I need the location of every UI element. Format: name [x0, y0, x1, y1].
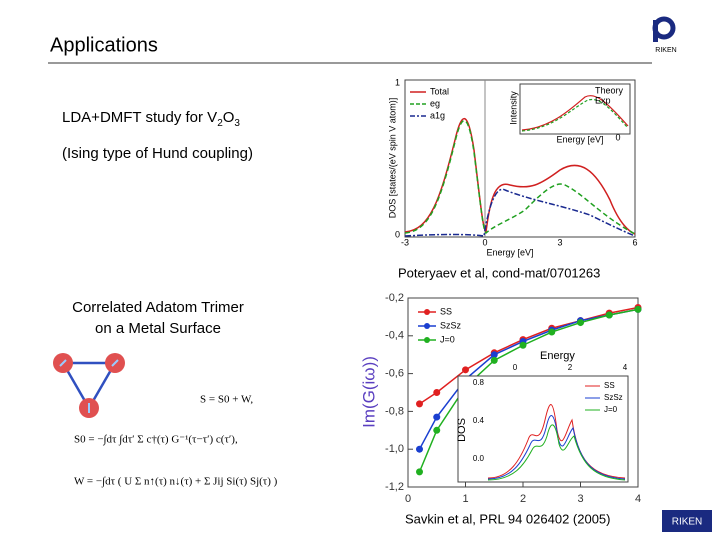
tick-label: 0 — [482, 237, 487, 247]
inset-curve — [487, 424, 626, 481]
equation: W = −∫dτ ( U Σ n↑(τ) n↓(τ) + Σ Jij Si(τ)… — [74, 476, 278, 488]
y-tick-label: -0,8 — [385, 405, 404, 417]
legend-label: Theory — [595, 85, 624, 95]
data-point — [416, 468, 423, 476]
axis-label: Intensity — [508, 91, 518, 125]
data-point — [548, 328, 556, 336]
legend-label: Exp — [595, 95, 611, 105]
legend-label: SzSz — [604, 393, 623, 402]
data-point — [433, 413, 441, 421]
tick-label: 4 — [623, 363, 628, 372]
caption: Poteryaev et al, cond-mat/0701263 — [398, 265, 600, 280]
logo: RIKEN — [652, 15, 680, 54]
legend-label: a1g — [430, 110, 445, 120]
legend-marker — [424, 337, 430, 343]
axis-label: Energy [eV] — [486, 247, 533, 257]
curve — [404, 188, 636, 237]
footer-logo — [662, 510, 712, 532]
inset — [457, 375, 629, 483]
figure-dos: DOS [states/(eV spin V atom)] Energy [eV… — [387, 77, 637, 257]
trimer-diagram — [53, 353, 125, 418]
tick-label: 0.4 — [473, 416, 485, 425]
tick-label: -3 — [401, 237, 409, 247]
inset-curve — [487, 415, 626, 480]
legend-label: eg — [430, 98, 440, 108]
data-point — [490, 356, 498, 364]
slide-title: Applications — [50, 34, 158, 56]
equation: S = S0 + W, — [200, 394, 253, 406]
data-point — [490, 351, 498, 359]
axis-label: DOS — [456, 418, 468, 442]
y-tick-label: -0,6 — [385, 368, 404, 380]
x-tick-label: 4 — [635, 493, 641, 505]
figure-green: -0,2-0,4-0,6-0,8-1,0-1,20 1 2 3 4Im(G(iω))SS… — [359, 292, 642, 505]
tick-label: 0 — [513, 363, 518, 372]
data-point — [605, 311, 613, 319]
inset-title: Energy — [540, 350, 575, 362]
x-tick-label: 1 — [462, 493, 468, 505]
tick-label: 3 — [557, 237, 562, 247]
legend-marker — [424, 309, 430, 315]
legend-label: SzSz — [440, 320, 462, 330]
x-tick-label: 2 — [520, 493, 526, 505]
data-point — [634, 305, 642, 313]
y-tick-label: -1,0 — [385, 443, 404, 455]
x-tick-label: 3 — [577, 493, 583, 505]
axis-label: Im(G(iω)) — [359, 356, 378, 428]
data-point — [577, 319, 584, 327]
y-tick-label: -0,2 — [385, 292, 404, 304]
tick-label: 2 — [568, 363, 573, 372]
text-line: LDA+DMFT study for V2O3 — [62, 109, 240, 129]
data-point — [416, 445, 423, 453]
y-tick-label: -1,2 — [385, 481, 404, 493]
legend-marker — [424, 323, 430, 329]
legend-label: J=0 — [604, 405, 618, 414]
legend-label: J=0 — [440, 334, 455, 344]
legend-label: SS — [440, 306, 452, 316]
legend-label: SS — [604, 381, 615, 390]
footer-logo-text: RIKEN — [672, 517, 703, 528]
curve — [404, 117, 636, 235]
data-point — [433, 389, 441, 396]
text-line: on a Metal Surface — [95, 320, 221, 337]
text-line: Correlated Adatom Trimer — [72, 299, 244, 316]
tick-label: 1 — [395, 77, 400, 87]
equation: S0 = −∫dτ ∫dτ′ Σ c†(τ) G⁻¹(τ−τ′) c(τ′), — [74, 434, 238, 446]
y-tick-label: -0,4 — [385, 330, 404, 342]
tick-label: 0 — [395, 229, 400, 239]
axis-label: DOS [states/(eV spin V atom)] — [387, 98, 397, 219]
data-point — [462, 366, 469, 374]
legend-label: Total — [430, 86, 449, 96]
tick-label: 0 — [615, 132, 620, 142]
tick-label: 6 — [632, 237, 637, 247]
logo-text: RIKEN — [655, 47, 676, 54]
tick-label: 0.0 — [473, 454, 485, 463]
x-tick-label: 0 — [405, 493, 411, 505]
data-point — [519, 341, 527, 349]
text-line: (Ising type of Hund coupling) — [62, 145, 253, 162]
data-point — [433, 426, 441, 434]
tick-label: 0.8 — [473, 378, 485, 387]
data-point — [416, 400, 423, 408]
caption: Savkin et al, PRL 94 026402 (2005) — [405, 511, 611, 526]
axis-label: Energy [eV] — [556, 134, 603, 144]
curve — [404, 119, 636, 235]
